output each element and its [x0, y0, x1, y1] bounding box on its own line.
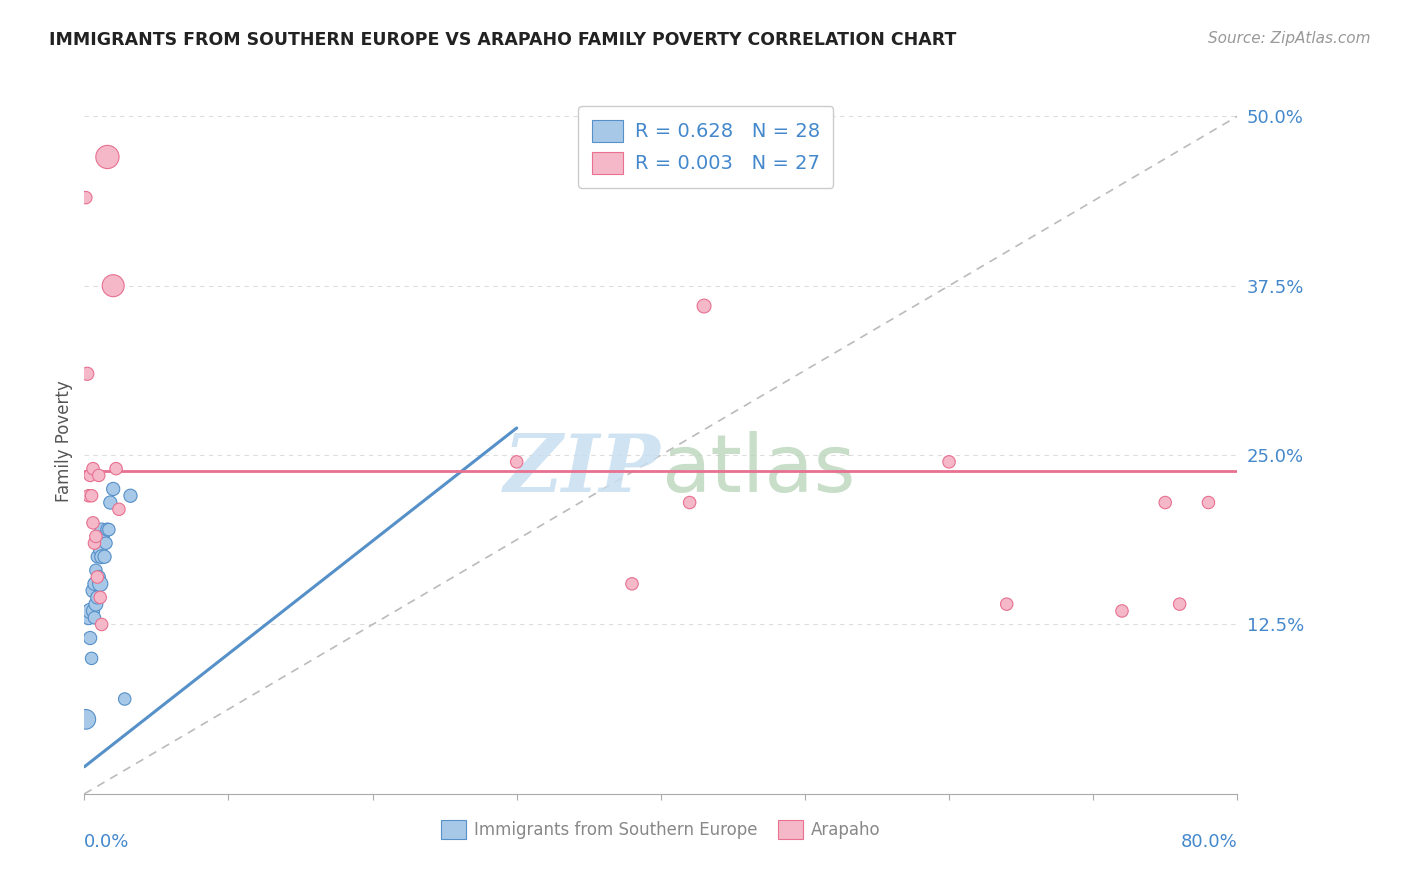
Text: 0.0%: 0.0%	[84, 832, 129, 851]
Point	[98, 495, 121, 509]
Point	[77, 610, 100, 624]
Point	[506, 455, 529, 469]
Point	[995, 597, 1018, 611]
Point	[82, 604, 104, 618]
Point	[76, 367, 98, 381]
Point	[84, 597, 107, 611]
Point	[89, 577, 111, 591]
Point	[93, 549, 115, 564]
Point	[77, 489, 100, 503]
Point	[90, 523, 112, 537]
Point	[86, 570, 108, 584]
Point	[103, 278, 124, 293]
Point	[96, 150, 118, 164]
Point	[693, 299, 716, 313]
Point	[75, 712, 97, 726]
Point	[1111, 604, 1133, 618]
Point	[79, 468, 101, 483]
Point	[79, 604, 101, 618]
Point	[84, 529, 107, 543]
Point	[89, 591, 111, 605]
Point	[1168, 597, 1191, 611]
Point	[80, 651, 103, 665]
Point	[84, 563, 107, 577]
Point	[79, 631, 101, 645]
Point	[97, 523, 120, 537]
Point	[621, 577, 644, 591]
Legend: Immigrants from Southern Europe, Arapaho: Immigrants from Southern Europe, Arapaho	[434, 813, 887, 846]
Point	[114, 692, 136, 706]
Point	[86, 591, 108, 605]
Point	[1198, 495, 1220, 509]
Text: atlas: atlas	[661, 431, 855, 508]
Point	[86, 549, 108, 564]
Point	[91, 529, 114, 543]
Point	[108, 502, 131, 516]
Point	[1154, 495, 1177, 509]
Text: Source: ZipAtlas.com: Source: ZipAtlas.com	[1208, 31, 1371, 46]
Point	[82, 461, 104, 475]
Point	[83, 577, 105, 591]
Point	[82, 516, 104, 530]
Point	[90, 549, 112, 564]
Point	[938, 455, 960, 469]
Point	[82, 583, 104, 598]
Point	[94, 536, 117, 550]
Point	[80, 489, 103, 503]
Point	[96, 523, 118, 537]
Point	[87, 570, 110, 584]
Point	[83, 536, 105, 550]
Y-axis label: Family Poverty: Family Poverty	[55, 381, 73, 502]
Text: IMMIGRANTS FROM SOUTHERN EUROPE VS ARAPAHO FAMILY POVERTY CORRELATION CHART: IMMIGRANTS FROM SOUTHERN EUROPE VS ARAPA…	[49, 31, 956, 49]
Point	[105, 461, 128, 475]
Point	[75, 191, 97, 205]
Point	[679, 495, 702, 509]
Point	[87, 468, 110, 483]
Point	[89, 543, 111, 558]
Text: ZIP: ZIP	[503, 431, 661, 508]
Point	[87, 536, 110, 550]
Point	[83, 610, 105, 624]
Point	[90, 617, 112, 632]
Text: 80.0%: 80.0%	[1181, 832, 1237, 851]
Point	[103, 482, 124, 496]
Point	[120, 489, 142, 503]
